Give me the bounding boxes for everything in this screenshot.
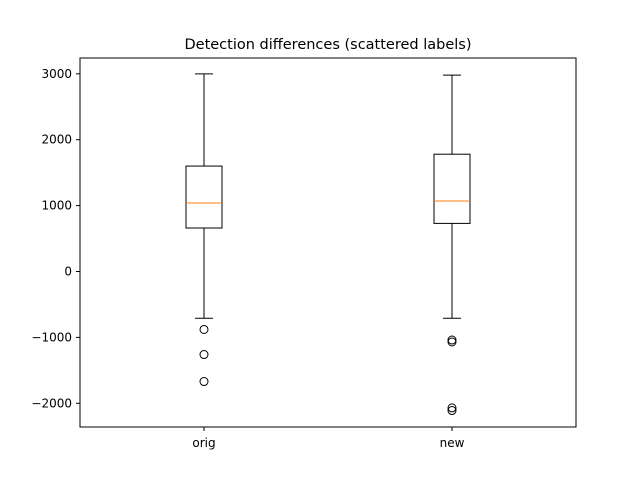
outlier-point bbox=[199, 377, 209, 387]
outlier-point bbox=[199, 350, 209, 360]
chart-title: Detection differences (scattered labels) bbox=[184, 37, 471, 53]
y-tick-label: −2000 bbox=[31, 396, 72, 410]
box-orig bbox=[185, 73, 223, 387]
outlier-point bbox=[447, 406, 457, 416]
outlier-point bbox=[447, 337, 457, 347]
x-tick-label: new bbox=[440, 436, 465, 450]
outlier-point bbox=[199, 324, 209, 334]
plot-area bbox=[185, 73, 471, 416]
box-iqr bbox=[185, 165, 223, 229]
plot-frame bbox=[79, 57, 577, 428]
box-new bbox=[433, 74, 471, 416]
y-tick-label: 3000 bbox=[41, 67, 72, 81]
box-iqr bbox=[433, 153, 471, 224]
y-tick-label: 0 bbox=[64, 264, 72, 278]
y-axis: −2000 −1000 0 1000 2000 3000 bbox=[31, 67, 80, 410]
x-axis: orig new bbox=[192, 427, 465, 450]
y-tick-label: 1000 bbox=[41, 199, 72, 213]
y-tick-label: 2000 bbox=[41, 133, 72, 147]
x-tick-label: orig bbox=[192, 436, 215, 450]
outlier-point bbox=[447, 335, 457, 345]
outlier-point bbox=[447, 403, 457, 413]
y-tick-label: −1000 bbox=[31, 330, 72, 344]
